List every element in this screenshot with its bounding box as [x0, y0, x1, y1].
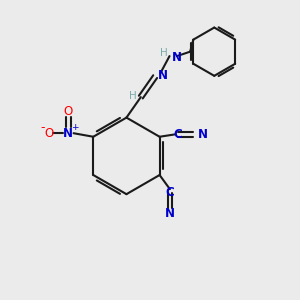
Text: N: N — [172, 51, 182, 64]
Text: N: N — [158, 69, 167, 82]
Text: H: H — [129, 91, 136, 100]
Text: N: N — [198, 128, 208, 141]
Text: N: N — [63, 127, 73, 140]
Text: C: C — [166, 186, 174, 199]
Text: +: + — [71, 123, 79, 132]
Text: N: N — [165, 207, 175, 220]
Text: O: O — [64, 105, 73, 118]
Text: C: C — [173, 128, 182, 141]
Text: O: O — [44, 127, 54, 140]
Text: H: H — [160, 48, 167, 58]
Text: -: - — [40, 122, 45, 134]
